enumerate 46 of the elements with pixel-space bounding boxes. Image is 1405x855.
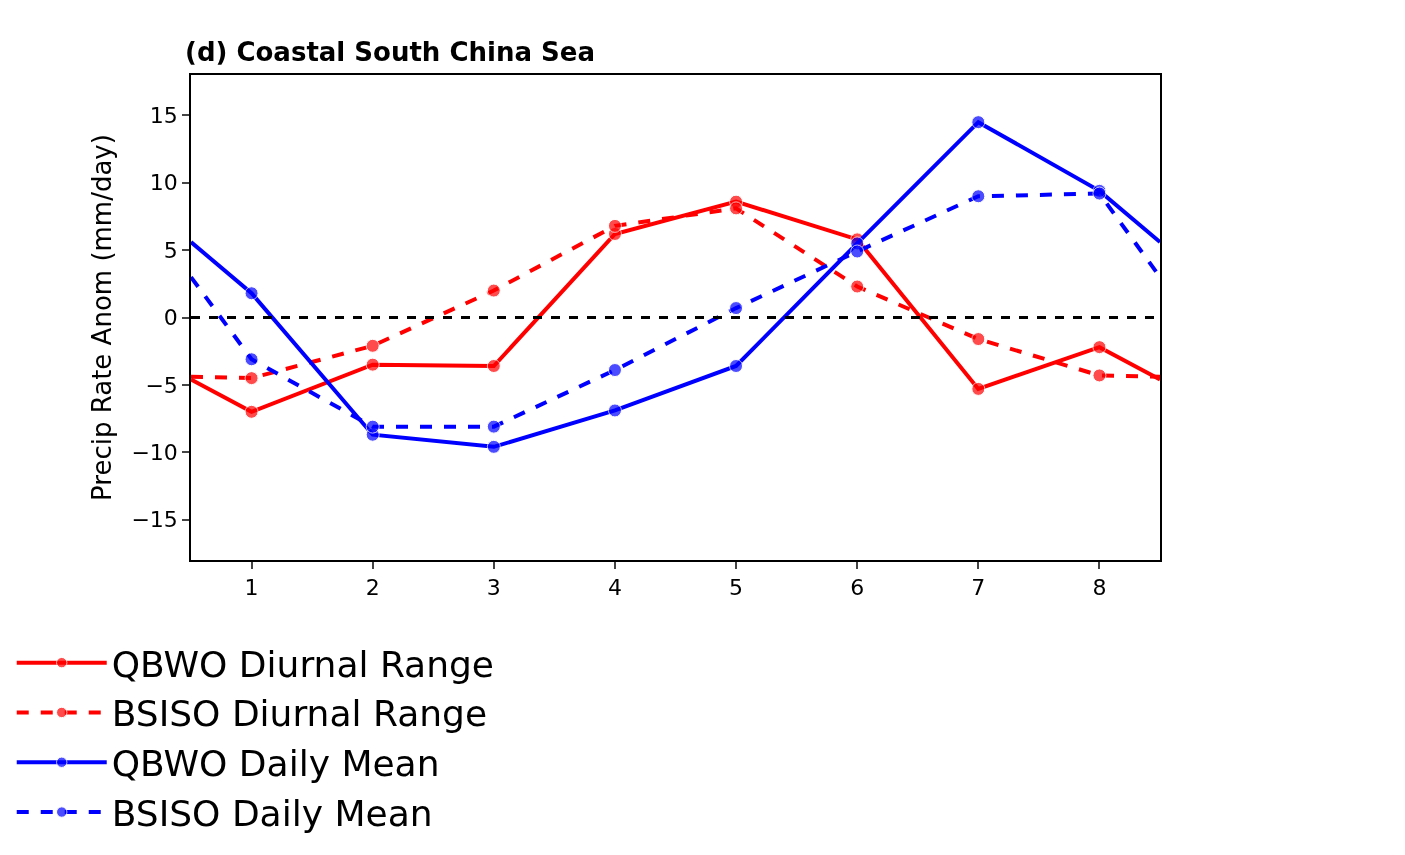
point (244, 286, 259, 301)
point (244, 371, 259, 386)
point (1092, 340, 1107, 355)
legend-label: BSISO Diurnal Range (111, 693, 488, 735)
legend-label: QBWO Diurnal Range (111, 643, 494, 685)
y-tick-label: −5 (145, 372, 178, 398)
y-tick-label: 10 (149, 170, 178, 196)
x-tick-label: 4 (607, 575, 622, 601)
y-tick-label: −15 (131, 507, 178, 533)
x-tick-label: 3 (486, 575, 501, 601)
point (971, 115, 986, 130)
y-tick-label: 5 (163, 237, 178, 263)
point (729, 301, 744, 316)
point (365, 357, 380, 372)
chart-title: (d) Coastal South China Sea (185, 37, 595, 68)
point (850, 244, 865, 259)
point (971, 189, 986, 204)
y-tick-label: 0 (163, 305, 178, 331)
point (365, 419, 380, 434)
point (607, 403, 622, 418)
point (486, 283, 501, 298)
y-axis-title: Precip Rate Anom (mm/day) (87, 134, 118, 501)
x-tick-label: 6 (850, 575, 865, 601)
point (486, 439, 501, 454)
x-tick-label: 1 (244, 575, 259, 601)
x-tick-label: 8 (1092, 575, 1107, 601)
legend-label: BSISO Daily Mean (111, 793, 433, 835)
point (244, 404, 259, 419)
point (1092, 368, 1107, 383)
point (607, 218, 622, 233)
point (729, 201, 744, 216)
point (971, 332, 986, 347)
y-tick-label: 15 (149, 103, 178, 129)
x-tick-label: 7 (971, 575, 986, 601)
point (486, 419, 501, 434)
y-tick-label: −10 (131, 439, 178, 465)
point (607, 363, 622, 378)
x-tick-label: 2 (365, 575, 380, 601)
x-tick-label: 5 (729, 575, 744, 601)
point (244, 352, 259, 367)
legend-label: QBWO Daily Mean (111, 743, 440, 785)
point (971, 381, 986, 396)
point (486, 359, 501, 373)
point (365, 338, 380, 353)
point (850, 279, 865, 294)
point (729, 359, 744, 373)
